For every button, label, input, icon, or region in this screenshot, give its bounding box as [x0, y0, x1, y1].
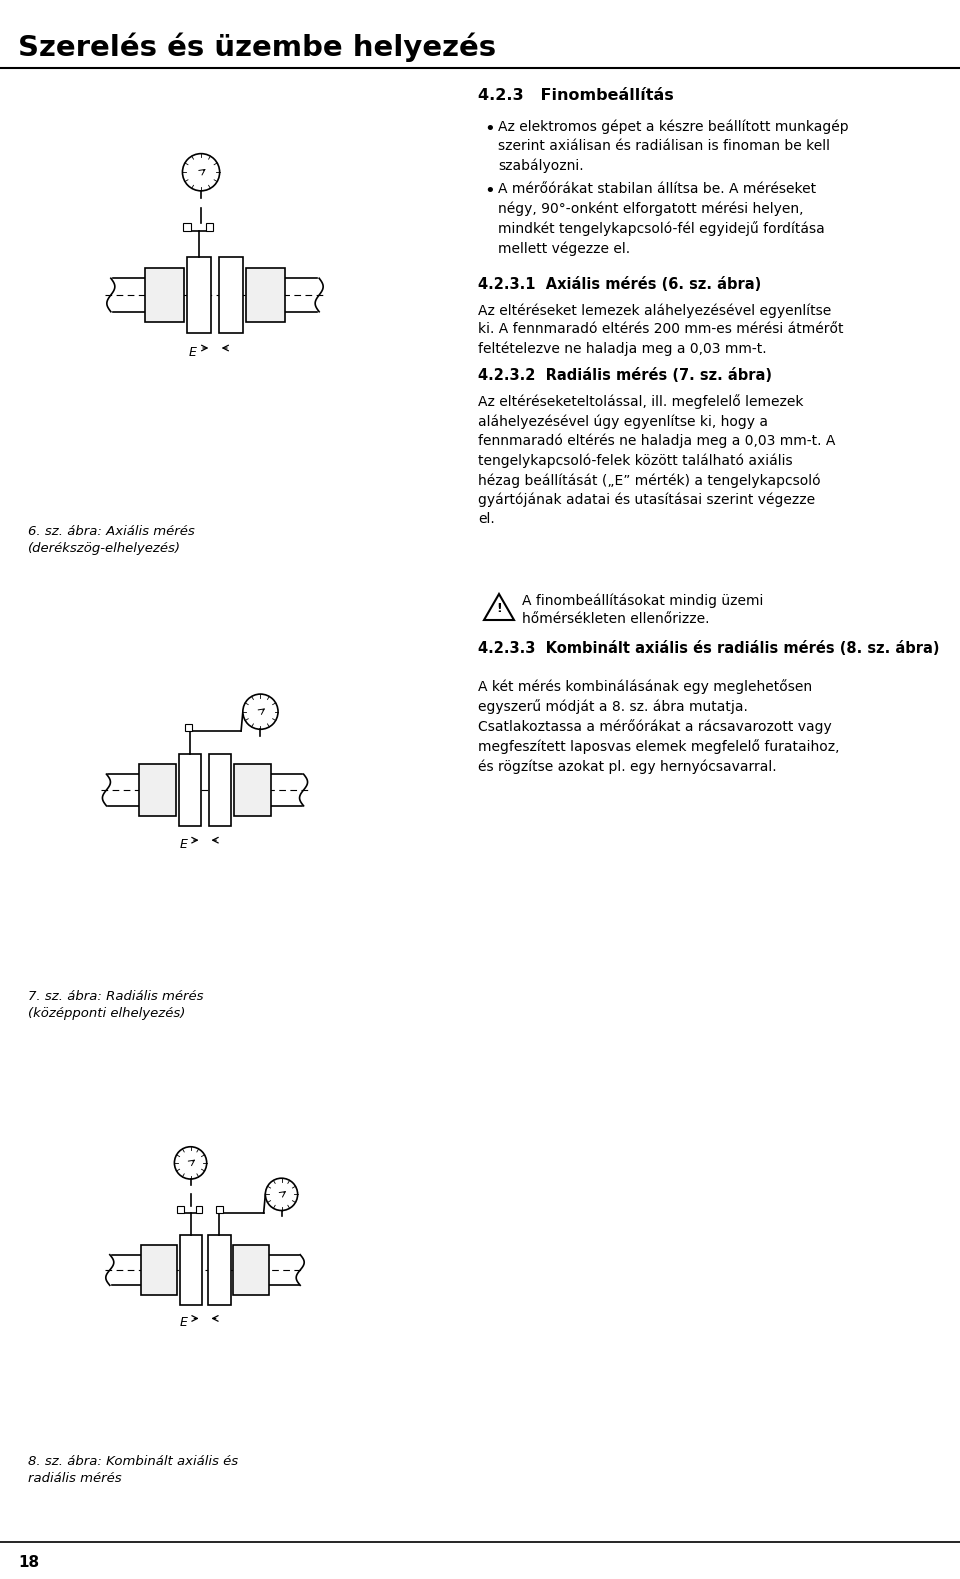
Bar [145, 268, 184, 322]
Text: 8. sz. ábra: Kombinált axiális és
radiális mérés: 8. sz. ábra: Kombinált axiális és radiál… [28, 1454, 238, 1484]
Bar [183, 223, 191, 231]
Circle shape [243, 695, 278, 729]
Bar [246, 268, 285, 322]
Text: Az eltéréseketeltolással, ill. megfelelő lemezek
aláhelyezésével úgy egyenlítse : Az eltéréseketeltolással, ill. megfelelő… [478, 395, 835, 526]
Bar [208, 1235, 230, 1304]
Text: E: E [188, 346, 197, 358]
Bar [141, 1246, 177, 1295]
Bar [196, 1206, 203, 1213]
Text: Az eltéréseket lemezek aláhelyezésével egyenlítse
ki. A fennmaradó eltérés 200 m: Az eltéréseket lemezek aláhelyezésével e… [478, 303, 844, 357]
Bar [139, 764, 176, 815]
Text: Az elektromos gépet a készre beállított munkagép
szerint axiálisan és radiálisan: Az elektromos gépet a készre beállított … [498, 120, 849, 174]
Text: 4.2.3   Finombeállítás: 4.2.3 Finombeállítás [478, 88, 674, 103]
Text: 4.2.3.3  Kombinált axiális és radiális mérés (8. sz. ábra): 4.2.3.3 Kombinált axiális és radiális mé… [478, 641, 940, 655]
Circle shape [175, 1146, 206, 1180]
Circle shape [265, 1178, 298, 1211]
Text: 6. sz. ábra: Axiális mérés
(derékszög-elhelyezés): 6. sz. ábra: Axiális mérés (derékszög-el… [28, 524, 195, 554]
Bar [208, 753, 231, 826]
Bar [184, 725, 192, 731]
Bar [219, 257, 243, 333]
Text: E: E [180, 1315, 188, 1330]
Text: Szerelés és üzembe helyezés: Szerelés és üzembe helyezés [18, 32, 496, 62]
Text: •: • [484, 182, 494, 201]
Text: 18: 18 [18, 1555, 39, 1570]
Text: A finombeállításokat mindig üzemi
hőmérsékleten ellenőrizze.: A finombeállításokat mindig üzemi hőmérs… [522, 594, 763, 627]
Text: 7. sz. ábra: Radiális mérés
(középponti elhelyezés): 7. sz. ábra: Radiális mérés (középponti … [28, 990, 204, 1020]
Text: E: E [180, 838, 187, 851]
Text: !: ! [496, 602, 502, 614]
Text: 4.2.3.1  Axiális mérés (6. sz. ábra): 4.2.3.1 Axiális mérés (6. sz. ábra) [478, 276, 761, 292]
Bar [216, 1206, 223, 1213]
Bar [233, 1246, 269, 1295]
Text: A két mérés kombinálásának egy meglehetősen
egyszerű módját a 8. sz. ábra mutatj: A két mérés kombinálásának egy meglehető… [478, 679, 839, 774]
Circle shape [182, 153, 220, 191]
Bar [177, 1206, 183, 1213]
Text: •: • [484, 120, 494, 137]
Bar [205, 223, 213, 231]
Bar [187, 257, 211, 333]
Bar [179, 753, 202, 826]
Text: A mérőórákat stabilan állítsa be. A méréseket
négy, 90°-onként elforgatott mérés: A mérőórákat stabilan állítsa be. A méré… [498, 182, 825, 256]
Text: 4.2.3.2  Radiális mérés (7. sz. ábra): 4.2.3.2 Radiális mérés (7. sz. ábra) [478, 368, 772, 384]
Bar [180, 1235, 202, 1304]
Bar [234, 764, 271, 815]
